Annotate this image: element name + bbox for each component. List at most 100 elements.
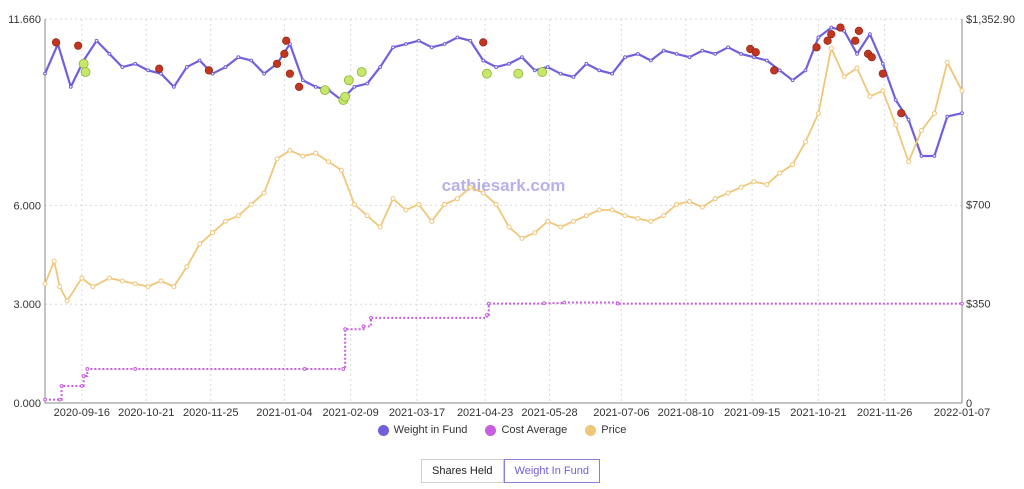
buy-marker — [78, 58, 89, 69]
data-point-weight-in-fund — [906, 117, 911, 122]
watermark-text: cathiesark.com — [442, 176, 566, 195]
data-point-weight-in-fund — [313, 84, 318, 89]
data-point-weight-in-fund — [365, 81, 370, 86]
data-point-weight-in-fund — [816, 35, 821, 40]
data-point-weight-in-fund — [223, 65, 228, 69]
data-point-cost-average — [79, 384, 84, 388]
data-point-price — [686, 198, 692, 204]
x-axis-tick-label: 2021-10-21 — [790, 407, 846, 419]
data-point-weight-in-fund — [197, 58, 202, 63]
data-point-cost-average — [341, 367, 346, 371]
data-point-price — [699, 204, 705, 210]
data-point-weight-in-fund — [494, 65, 499, 69]
x-axis-tick-label: 2021-09-15 — [724, 407, 780, 419]
left-axis-tick-label: 3.000 — [13, 299, 41, 311]
view-toggle: Shares Held Weight In Fund — [421, 459, 600, 483]
x-axis-tick-label: 2021-04-23 — [457, 407, 513, 419]
sell-marker — [836, 23, 845, 32]
sell-marker — [295, 82, 304, 91]
data-point-price — [867, 93, 873, 99]
data-point-weight-in-fund — [636, 52, 640, 56]
data-point-cost-average — [343, 327, 348, 332]
data-point-weight-in-fund — [545, 65, 550, 69]
sell-marker — [770, 66, 779, 75]
right-axis-tick-label: $350 — [966, 299, 990, 311]
data-point-price — [197, 241, 203, 247]
data-point-weight-in-fund — [855, 52, 859, 56]
data-point-weight-in-fund — [146, 68, 151, 73]
data-point-weight-in-fund — [352, 84, 357, 89]
data-point-price — [918, 128, 924, 134]
data-point-price — [959, 88, 965, 94]
data-point-price — [790, 162, 796, 168]
data-point-weight-in-fund — [661, 48, 666, 53]
data-point-price — [90, 284, 96, 290]
series-line-cost-average — [45, 301, 962, 401]
data-point-weight-in-fund — [133, 61, 138, 66]
data-point-price — [570, 218, 576, 224]
x-axis-tick-label: 2021-05-28 — [521, 407, 577, 419]
sell-marker — [204, 66, 213, 75]
sell-marker — [823, 36, 832, 45]
data-point-cost-average — [85, 367, 90, 371]
shares-held-button[interactable]: Shares Held — [421, 459, 504, 483]
legend-label-cost: Cost Average — [501, 424, 568, 436]
data-point-weight-in-fund — [610, 71, 615, 76]
data-point-weight-in-fund — [571, 75, 576, 79]
data-point-price — [906, 159, 912, 165]
legend-item-cost-average[interactable]: Cost Average — [485, 424, 567, 436]
data-point-price — [648, 218, 654, 224]
data-point-price — [403, 207, 409, 213]
data-point-weight-in-fund — [623, 55, 627, 60]
sell-marker — [878, 69, 887, 78]
buy-marker — [80, 67, 91, 77]
data-point-weight-in-fund — [945, 114, 950, 119]
chart-canvas: 11.6606.0003.0000.000$1,352.90$700$35002… — [8, 14, 1015, 419]
legend-item-weight-in-fund[interactable]: Weight in Fund — [377, 424, 468, 436]
data-point-price — [184, 264, 190, 270]
data-point-price — [210, 230, 216, 236]
series-line-weight-in-fund — [43, 26, 963, 158]
data-point-cost-average — [562, 300, 567, 305]
legend-swatch-price — [585, 424, 597, 436]
x-axis-tick-label: 2021-02-09 — [323, 407, 379, 419]
data-point-weight-in-fund — [442, 42, 447, 46]
data-point-price — [132, 281, 138, 287]
data-point-price — [390, 196, 396, 202]
data-point-price — [57, 284, 63, 290]
data-point-weight-in-fund — [932, 154, 937, 158]
right-axis-tick-label: $700 — [966, 199, 990, 211]
data-point-cost-average — [485, 313, 489, 317]
buy-marker — [513, 68, 524, 79]
sell-marker — [751, 48, 760, 57]
legend-item-price[interactable]: Price — [585, 424, 626, 436]
sell-marker — [854, 26, 863, 35]
legend-label-price: Price — [601, 424, 627, 436]
x-axis-tick-label: 2020-10-21 — [118, 407, 174, 419]
data-point-price — [235, 213, 241, 219]
data-point-price — [351, 201, 357, 207]
data-point-price — [661, 213, 667, 219]
data-point-weight-in-fund — [236, 55, 241, 60]
data-point-price — [841, 74, 847, 80]
sell-marker — [74, 41, 83, 50]
right-axis-tick-label: $1,352.90 — [966, 14, 1015, 26]
left-axis-tick-label: 11.660 — [8, 14, 41, 26]
buy-marker — [340, 91, 351, 102]
x-axis-tick-label: 2021-08-10 — [658, 407, 714, 419]
data-point-price — [519, 235, 525, 241]
data-point-price — [532, 230, 538, 236]
data-point-price — [751, 179, 757, 185]
data-point-weight-in-fund — [378, 65, 383, 69]
data-point-price — [777, 170, 783, 176]
data-point-price — [622, 213, 628, 219]
data-point-price — [300, 153, 306, 159]
data-point-weight-in-fund — [700, 48, 705, 53]
data-point-price — [880, 88, 886, 94]
weight-in-fund-button[interactable]: Weight In Fund — [503, 459, 600, 483]
data-point-weight-in-fund — [713, 52, 718, 56]
data-point-cost-average — [81, 374, 86, 378]
data-point-price — [106, 275, 112, 281]
data-point-price — [609, 207, 615, 213]
legend-label-weight: Weight in Fund — [393, 424, 468, 436]
